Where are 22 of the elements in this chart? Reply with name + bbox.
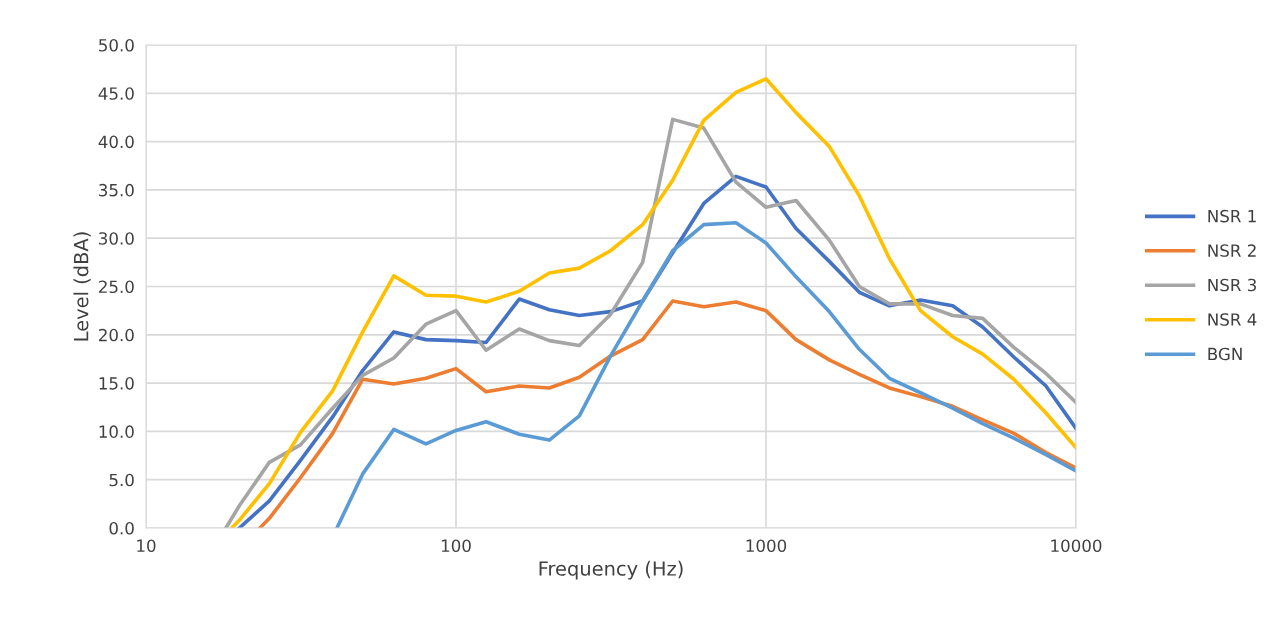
legend-label: NSR 2 [1208, 244, 1256, 257]
y-tick-label: 15.0 [99, 377, 134, 390]
y-tick-label: 40.0 [98, 135, 134, 149]
legend-label: NSR 3 [1208, 278, 1256, 292]
y-tick-label: 5.0 [109, 473, 134, 487]
x-tick-label: 100 [441, 539, 471, 553]
y-tick-label: 50.0 [99, 38, 134, 52]
x-axis-title: Frequency (Hz) [539, 560, 683, 580]
x-tick-label: 10 [137, 539, 156, 553]
y-tick-label: 45.0 [98, 87, 134, 100]
y-tick-label: 25.0 [99, 280, 134, 294]
x-tick-label: 10000 [1051, 539, 1102, 553]
y-tick-label: 30.0 [99, 232, 134, 245]
legend-label: NSR 1 [1208, 209, 1256, 223]
y-tick-label: 10.0 [99, 425, 134, 438]
y-axis-title: Level (dBA) [73, 232, 91, 341]
legend-label: BGN [1208, 347, 1242, 361]
x-tick-label: 1000 [746, 539, 787, 553]
legend-label: NSR 4 [1208, 313, 1257, 326]
y-tick-label: 0.0 [109, 521, 134, 535]
y-tick-label: 20.0 [99, 328, 134, 342]
y-tick-label: 35.0 [99, 183, 134, 197]
